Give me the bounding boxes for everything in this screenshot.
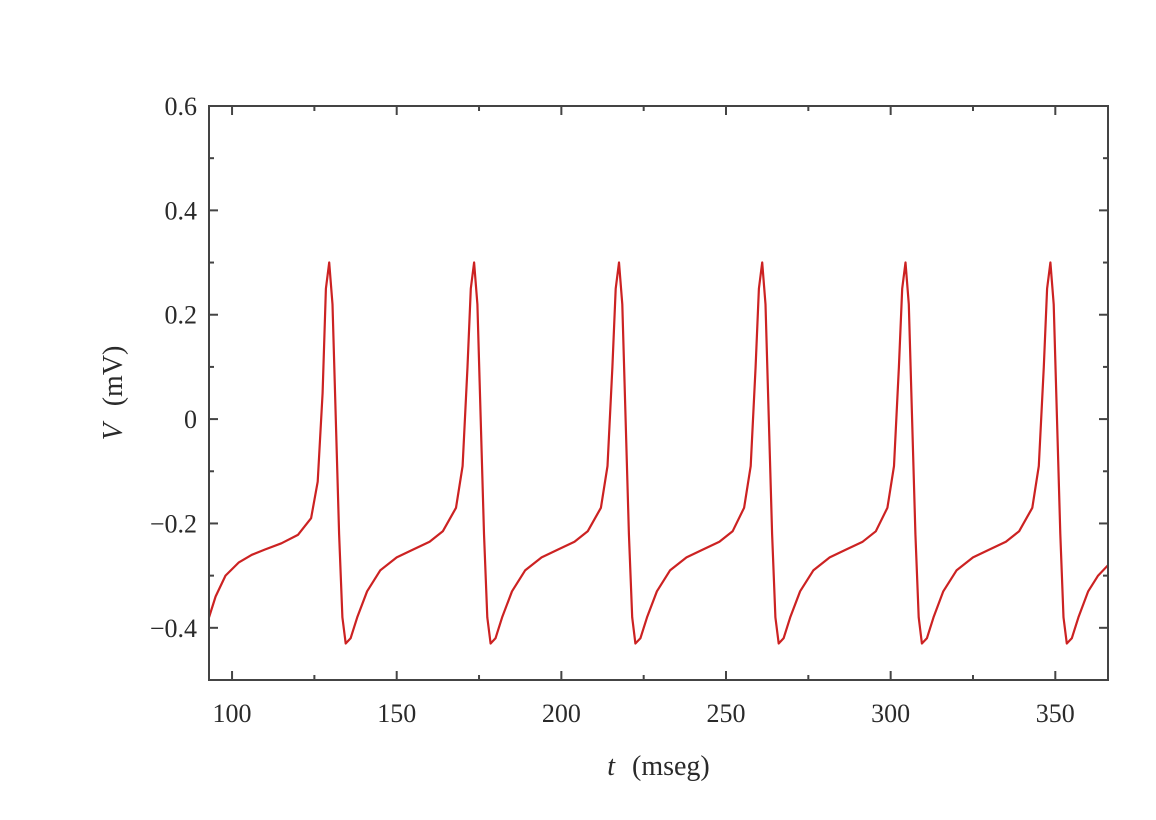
axis-ticks [209,105,1108,681]
x-tick-label: 100 [213,699,252,728]
x-axis-variable: t [607,751,616,782]
series-layer [209,261,1108,645]
x-tick-label: 350 [1036,699,1075,728]
y-axis-variable: V [98,420,129,440]
y-tick-label: 0.2 [165,301,198,330]
x-tick-label: 250 [707,699,746,728]
plot-frame [208,105,1109,681]
y-axis-title: V (mV) [98,346,129,441]
y-tick-labels: −0.4 −0.2 0 0.2 0.4 0.6 [150,92,197,643]
x-tick-label: 200 [542,699,581,728]
voltage-series-line [209,261,1108,645]
x-tick-label: 300 [871,699,910,728]
y-tick-label: −0.4 [150,614,197,643]
x-tick-labels: 100 150 200 250 300 350 [213,699,1075,728]
x-tick-label: 150 [377,699,416,728]
y-tick-label: 0 [184,405,197,434]
y-tick-label: −0.2 [150,509,197,538]
x-axis-title: t (mseg) [607,751,710,782]
y-axis-unit: (mV) [98,346,129,407]
x-axis-unit: (mseg) [632,751,710,782]
y-tick-label: 0.4 [165,196,198,225]
y-tick-label: 0.6 [165,92,198,121]
